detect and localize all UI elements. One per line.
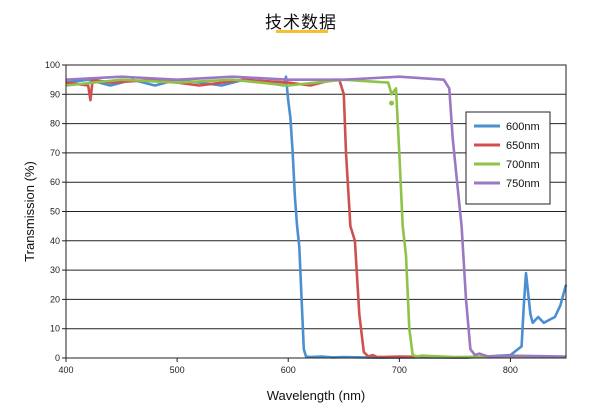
title-underline [276, 30, 328, 33]
y-tick-label: 20 [50, 294, 60, 304]
y-tick-label: 80 [50, 119, 60, 129]
legend-label-700nm: 700nm [506, 159, 540, 171]
y-axis-label: Transmission (%) [22, 161, 37, 262]
legend: 600nm 650nm 700nm 750nm [465, 111, 551, 205]
series-line-700nm [65, 78, 567, 359]
y-tick-label: 50 [50, 207, 60, 217]
legend-label-650nm: 650nm [506, 140, 540, 152]
x-tick-label: 800 [503, 365, 518, 375]
y-tick-label: 10 [50, 324, 60, 334]
legend-label-750nm: 750nm [506, 178, 540, 190]
page-title: 技术数据 [265, 13, 337, 32]
y-tick-label: 70 [50, 148, 60, 158]
y-tick-label: 100 [45, 60, 60, 70]
series-layer [65, 75, 568, 359]
legend-label-600nm: 600nm [506, 121, 540, 133]
x-tick-label: 600 [281, 365, 296, 375]
y-tick-label: 30 [50, 265, 60, 275]
x-axis-label: Wavelength (nm) [267, 388, 366, 403]
y-tick-label: 60 [50, 177, 60, 187]
x-tick-label: 400 [58, 365, 73, 375]
y-tick-label: 40 [50, 236, 60, 246]
y-tick-label: 0 [55, 353, 60, 363]
x-tick-label: 500 [170, 365, 185, 375]
legend-box [465, 111, 551, 205]
series-line-750nm [65, 75, 567, 358]
y-tick-label: 90 [50, 89, 60, 99]
series-line-650nm [65, 78, 567, 359]
x-tick-label: 700 [392, 365, 407, 375]
y-ticks: 0 10 20 30 40 50 60 70 80 90 100 [45, 60, 66, 363]
series-marker-700nm [389, 100, 395, 106]
x-ticks: 400 500 600 700 800 [58, 358, 518, 375]
